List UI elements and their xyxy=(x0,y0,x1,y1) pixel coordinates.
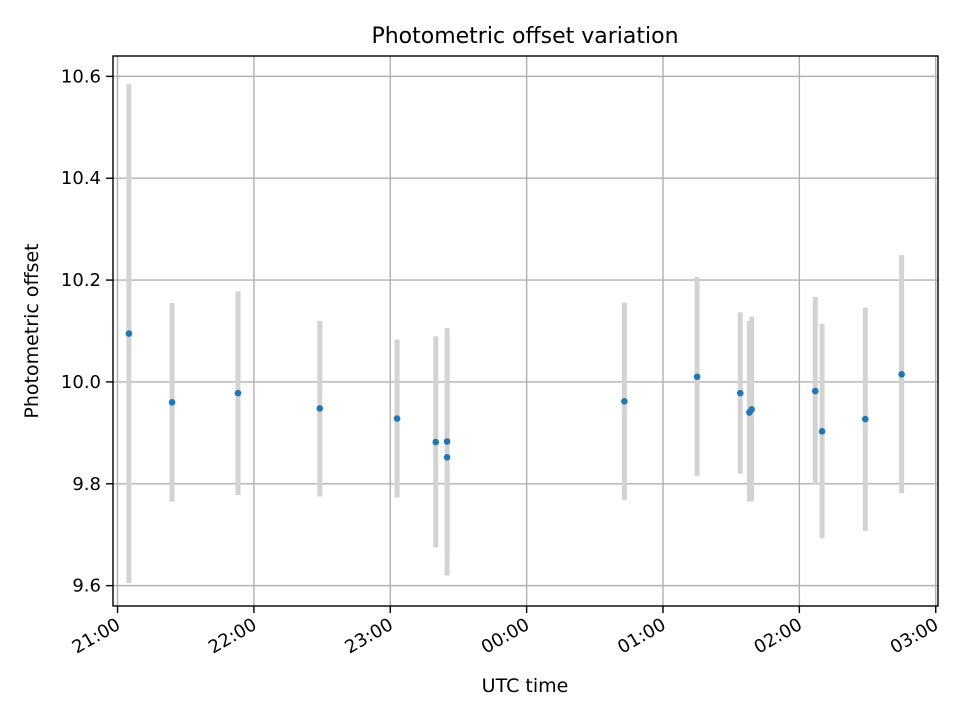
y-tick-label: 10.6 xyxy=(61,66,101,87)
y-tick-label: 9.6 xyxy=(72,576,101,597)
data-point xyxy=(432,438,440,446)
data-point xyxy=(898,370,905,378)
data-point xyxy=(443,453,451,461)
y-tick-label: 10.4 xyxy=(61,168,101,189)
y-tick-label: 10.2 xyxy=(61,270,101,291)
data-point xyxy=(443,438,451,445)
data-point xyxy=(818,428,826,435)
data-point xyxy=(693,373,701,381)
data-point xyxy=(621,397,628,405)
gridlines xyxy=(113,56,938,606)
chart-title: Photometric offset variation xyxy=(371,24,678,49)
data-point xyxy=(393,415,401,422)
x-axis-label: UTC time xyxy=(482,675,569,697)
plot-frame xyxy=(112,55,939,607)
data-point xyxy=(316,405,324,412)
data-point xyxy=(168,398,176,406)
data-point xyxy=(234,389,242,397)
data-point xyxy=(748,406,755,413)
data-points xyxy=(125,330,905,461)
data-point xyxy=(125,330,133,337)
y-axis: 9.6 9.8 10.0 10.2 10.4 10.6 xyxy=(61,66,113,597)
data-point xyxy=(736,389,744,397)
y-axis-label: Photometric offset xyxy=(21,243,43,418)
y-tick-label: 9.8 xyxy=(72,474,101,495)
data-point xyxy=(861,415,869,423)
y-tick-label: 10.0 xyxy=(61,372,101,393)
data-point xyxy=(811,387,819,395)
